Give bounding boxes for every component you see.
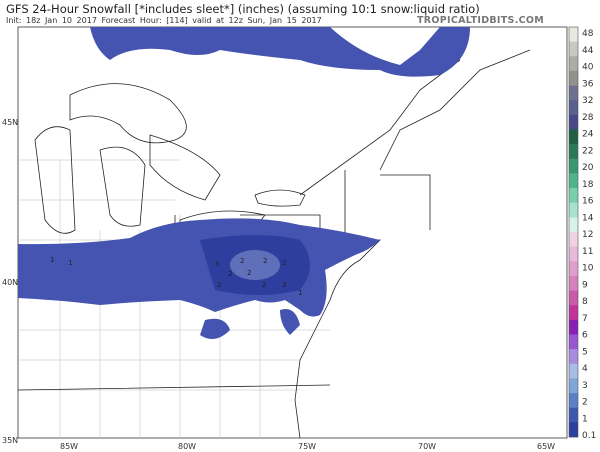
colorbar-label: 20 (582, 163, 594, 173)
colorbar-label: 36 (582, 79, 594, 89)
colorbar-swatch (569, 70, 578, 86)
colorbar-swatch (569, 173, 578, 189)
contour-label: 1 (50, 256, 54, 264)
colorbar-label: 4 (582, 364, 588, 374)
colorbar-swatch (569, 129, 578, 145)
colorbar-swatch (569, 188, 578, 204)
colorbar-label: 2 (582, 398, 588, 408)
colorbar-swatch (569, 144, 578, 160)
contour-label: 1 (298, 289, 302, 297)
colorbar-swatch (569, 27, 578, 42)
colorbar-swatch (569, 114, 578, 130)
colorbar-swatch (569, 407, 578, 423)
colorbar-label: 40 (582, 63, 594, 73)
contour-label: 2 (282, 259, 286, 267)
colorbar-swatch (569, 305, 578, 321)
colorbar-swatch (569, 56, 578, 72)
lon-label: 75W (298, 442, 316, 451)
colorbar-label: 0.1 (582, 431, 596, 441)
colorbar-swatch (569, 261, 578, 277)
colorbar-swatch (569, 275, 578, 291)
lon-label: 80W (178, 442, 196, 451)
contour-label: 3 (215, 260, 219, 268)
contour-label: 3 (282, 281, 286, 289)
contour-label: 2 (240, 257, 244, 265)
colorbar-label: 14 (582, 213, 594, 223)
lat-label: 35N (2, 436, 18, 445)
brand-watermark: TROPICALTIDBITS.COM (417, 15, 544, 26)
colorbar-label: 6 (582, 331, 588, 341)
colorbar-swatch (569, 349, 578, 365)
axis-labels: 45N 40N 35N 85W 80W 75W 70W 65W (2, 118, 555, 451)
colorbar-label: 16 (582, 197, 594, 207)
contour-label: 2 (262, 281, 266, 289)
colorbar-swatch (569, 378, 578, 394)
map-subtitle: Init: 18z Jan 10 2017 Forecast Hour: [11… (6, 16, 322, 25)
colorbar-label: 8 (582, 297, 588, 307)
colorbar-label: 10 (582, 264, 594, 274)
colorbar-label: 32 (582, 96, 593, 106)
colorbar-swatch (569, 422, 578, 438)
lon-label: 65W (537, 442, 555, 451)
lon-label: 70W (418, 442, 436, 451)
colorbar-label: 48 (582, 29, 594, 39)
colorbar-label: 24 (582, 130, 594, 140)
colorbar-swatch (569, 290, 578, 306)
colorbar-label: 11 (582, 247, 593, 257)
contour-labels: 1 1 3 2 2 2 2 2 2 3 2 1 (50, 256, 302, 297)
colorbar-swatch (569, 217, 578, 233)
contour-label: 2 (263, 257, 267, 265)
colorbar-label: 44 (582, 46, 594, 56)
colorbar-swatch (569, 100, 578, 116)
colorbar-swatch (569, 393, 578, 409)
colorbar-label: 5 (582, 347, 588, 357)
contour-label: 2 (217, 281, 221, 289)
snowfall-shading (18, 27, 470, 339)
lat-label: 45N (2, 118, 18, 127)
colorbar-swatch (569, 232, 578, 247)
contour-label: 2 (247, 269, 251, 277)
lat-label: 40N (2, 278, 18, 287)
colorbar-label: 1 (582, 414, 588, 424)
contour-label: 1 (68, 259, 72, 267)
colorbar-label: 28 (582, 113, 594, 123)
colorbar-label: 3 (582, 381, 588, 391)
colorbar-label: 7 (582, 314, 588, 324)
colorbar-swatch (569, 41, 578, 57)
contour-label: 2 (228, 270, 232, 278)
colorbar-swatch (569, 363, 578, 379)
map-title: GFS 24-Hour Snowfall [*includes sleet*] … (6, 2, 480, 16)
colorbar-label: 22 (582, 146, 593, 156)
colorbar-label: 9 (582, 280, 588, 290)
colorbar-swatch (569, 158, 578, 174)
colorbar-label: 12 (582, 230, 593, 240)
colorbar-swatch (569, 334, 578, 350)
colorbar-label: 18 (582, 180, 594, 190)
colorbar: 4844403632282422201816141211109876543210… (568, 26, 596, 441)
colorbar-swatch (569, 202, 578, 218)
colorbar-swatch (569, 85, 578, 101)
lon-label: 85W (60, 442, 78, 451)
colorbar-swatch (569, 246, 578, 262)
colorbar-swatch (569, 319, 578, 335)
